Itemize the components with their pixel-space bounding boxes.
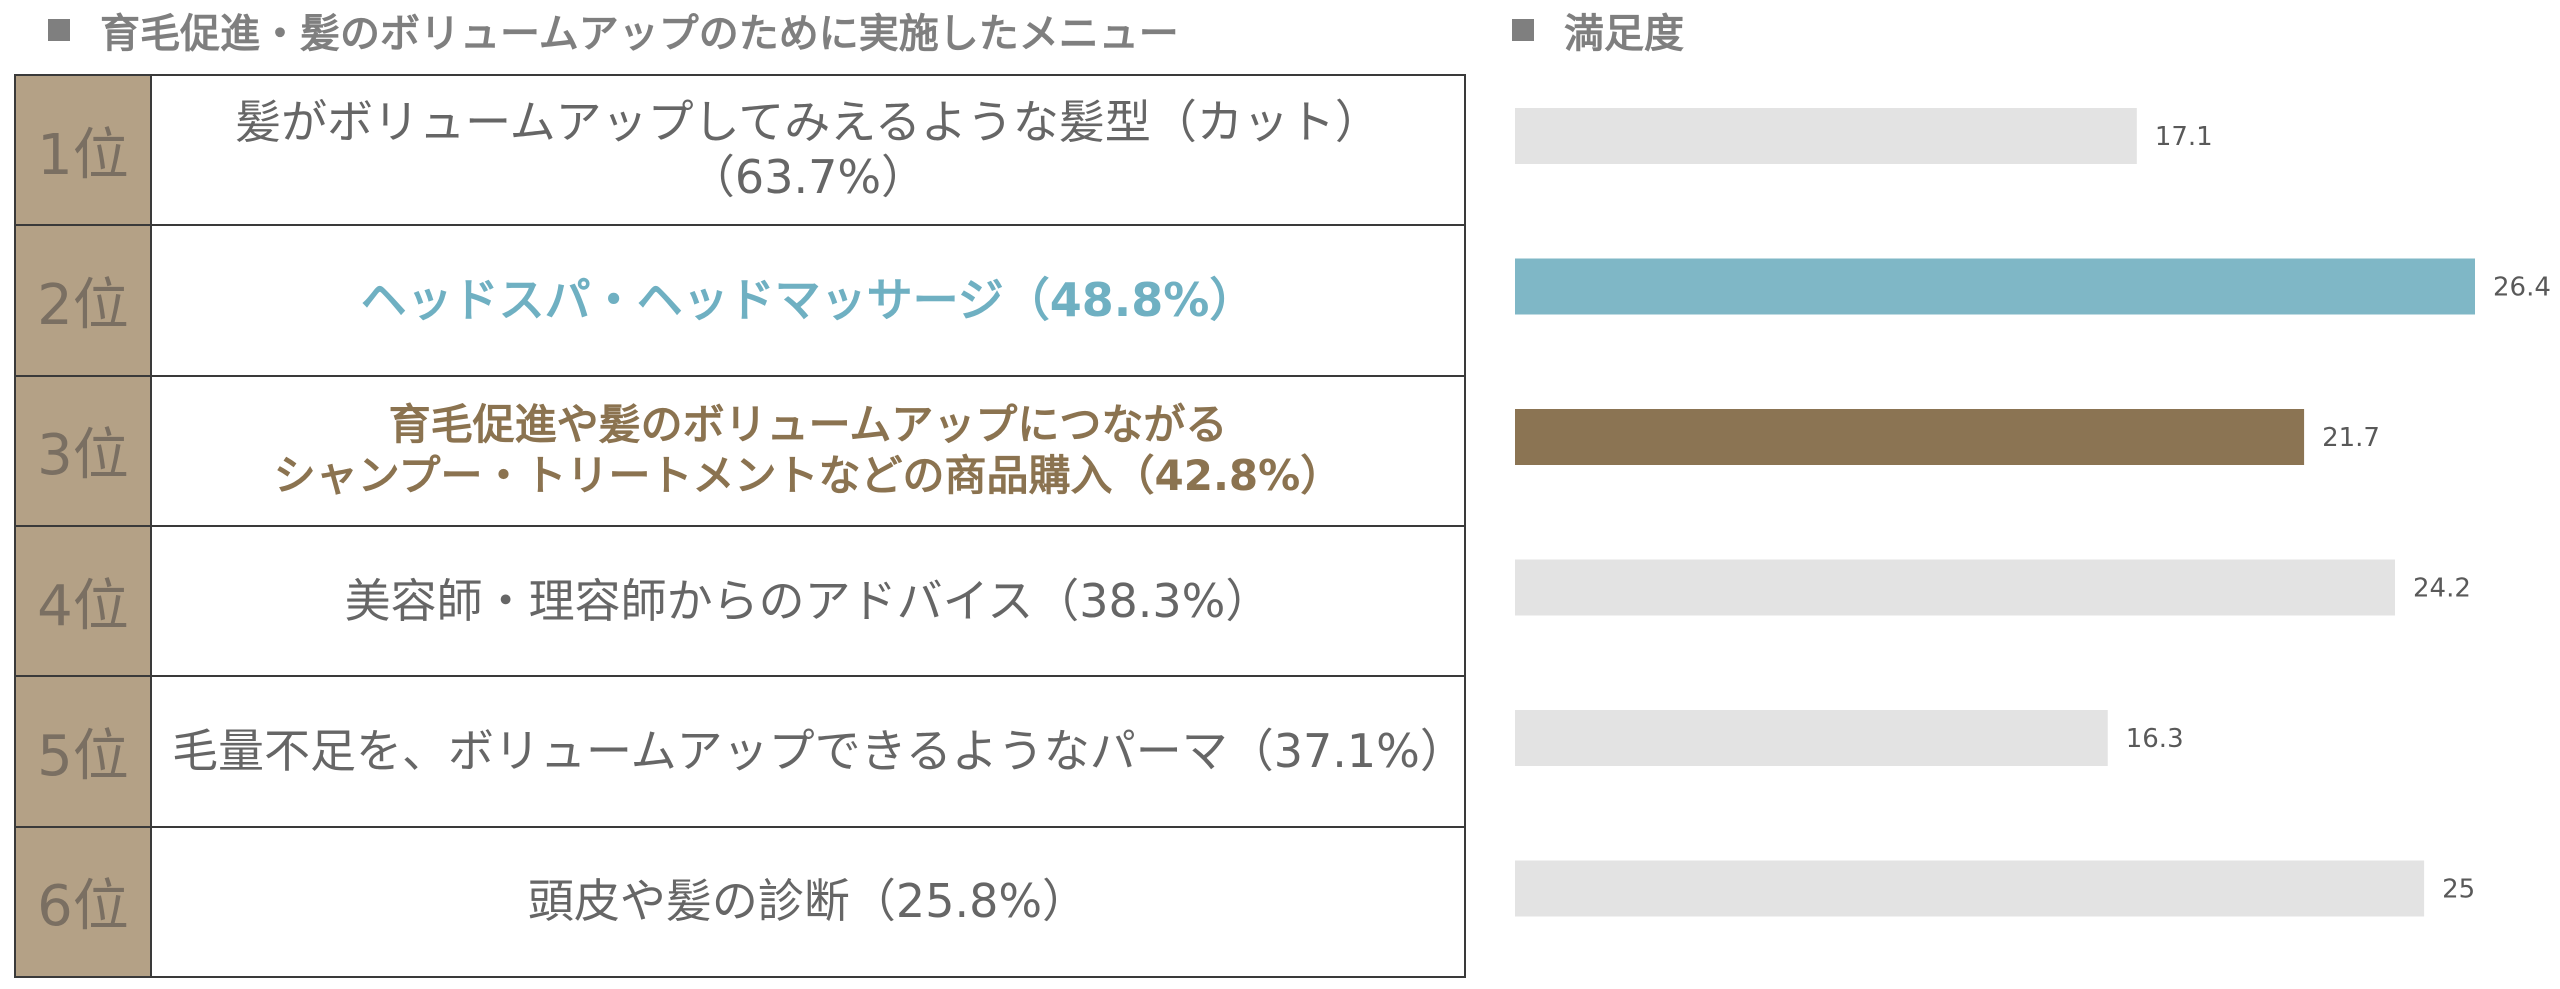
rank-cell: 6位 [16, 827, 152, 976]
bar-4 [1515, 559, 2395, 616]
table-row: 6位 頭皮や髪の診断（25.8%） [16, 825, 1464, 976]
bar-2 [1515, 258, 2475, 315]
rank-cell: 1位 [16, 76, 152, 225]
bar-6 [1515, 860, 2425, 917]
rank-cell: 5位 [16, 677, 152, 826]
satisfaction-chart: 17.1 26.4 21.7 24.2 16.3 25 [1500, 80, 2560, 980]
menu-cell: 頭皮や髪の診断（25.8%） [527, 874, 1089, 929]
satisfaction-section-title: 満足度 [1512, 2, 1684, 58]
table-row: 1位 髪がボリュームアップしてみえるような髪型（カット）（63.7%） [16, 76, 1464, 225]
square-bullet-icon [1512, 19, 1534, 41]
table-row: 3位 育毛促進や髪のボリュームアップにつながる シャンプー・トリートメントなどの… [16, 374, 1464, 525]
bar-1 [1515, 108, 2137, 164]
table-row: 5位 毛量不足を、ボリュームアップできるようなパーマ（37.1%） [16, 675, 1466, 826]
ranking-table: 1位 髪がボリュームアップしてみえるような髪型（カット）（63.7%） 2位 ヘ… [14, 74, 1466, 978]
rank-cell: 4位 [16, 526, 152, 676]
menu-cell: ヘッドスパ・ヘッドマッサージ（48.8%） [360, 272, 1256, 327]
menu-section-title: 育毛促進・髪のボリュームアップのために実施したメニュー [48, 2, 1179, 58]
bar-value-label-6: 25 [2442, 875, 2475, 905]
bar-value-label-4: 24.2 [2413, 574, 2471, 604]
bar-value-label-1: 17.1 [2155, 122, 2213, 152]
square-bullet-icon [48, 19, 70, 41]
bar-value-label-2: 26.4 [2493, 273, 2551, 303]
rank-cell: 2位 [16, 226, 152, 375]
satisfaction-section-title-text: 満足度 [1564, 11, 1684, 57]
table-row: 4位 美容師・理容師からのアドバイス（38.3%） [16, 524, 1464, 676]
bar-value-label-3: 21.7 [2322, 423, 2380, 453]
table-row: 2位 ヘッドスパ・ヘッドマッサージ（48.8%） [16, 224, 1464, 375]
bar-5 [1515, 710, 2108, 766]
bar-3 [1515, 409, 2305, 465]
menu-cell: 髪がボリュームアップしてみえるような髪型（カット）（63.7%） [235, 94, 1381, 205]
menu-section-title-text: 育毛促進・髪のボリュームアップのために実施したメニュー [100, 11, 1179, 57]
menu-cell: 育毛促進や髪のボリュームアップにつながる シャンプー・トリートメントなどの商品購… [273, 400, 1343, 500]
rank-cell: 3位 [16, 376, 152, 525]
menu-cell: 毛量不足を、ボリュームアップできるようなパーマ（37.1%） [172, 723, 1466, 778]
satisfaction-bar-chart: 17.1 26.4 21.7 24.2 16.3 25 [1515, 108, 2551, 917]
menu-cell: 美容師・理容師からのアドバイス（38.3%） [344, 573, 1272, 628]
bar-value-label-5: 16.3 [2126, 724, 2184, 754]
